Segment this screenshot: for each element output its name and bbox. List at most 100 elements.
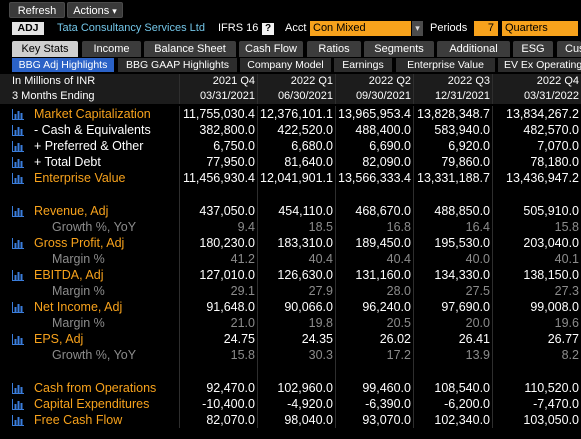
subtab-earnings[interactable]: Earnings (334, 58, 392, 72)
table-row[interactable]: Margin % 21.0 19.8 20.5 20.0 19.6 (0, 315, 581, 332)
column-header-period[interactable]: 2022 Q2 (335, 74, 413, 89)
value-cell: 110,520.0 (492, 379, 581, 396)
table-row[interactable]: Net Income, Adj 91,648.0 90,066.0 96,240.0 9… (0, 299, 581, 316)
acct-select[interactable]: Con Mixed (310, 21, 411, 36)
bar-chart-icon[interactable] (12, 269, 24, 281)
value-cell: 81,640.0 (257, 154, 335, 171)
row-label: Enterprise Value (34, 171, 126, 186)
bar-chart-icon[interactable] (12, 398, 24, 410)
period-type-select[interactable]: Quarters (502, 21, 578, 36)
tab-ratios[interactable]: Ratios (307, 41, 361, 57)
tab-esg[interactable]: ESG (513, 41, 553, 57)
bar-chart-icon[interactable] (12, 173, 24, 185)
row-label-cell (0, 186, 179, 202)
value-cell: 77,950.0 (179, 154, 257, 171)
value-cell: 20.0 (413, 315, 492, 332)
tab-cash-flow[interactable]: Cash Flow (239, 41, 303, 57)
value-cell: 16.4 (413, 218, 492, 235)
acct-dropdown-button[interactable]: ▾ (412, 21, 423, 36)
table-row[interactable]: Capital Expenditures -10,400.0 -4,920.0 -6,… (0, 395, 581, 412)
table-row[interactable]: Margin % 41.2 40.4 40.4 40.0 40.1 (0, 250, 581, 267)
value-cell: 30.3 (257, 347, 335, 364)
row-label: Net Income, Adj (34, 300, 123, 315)
value-cell: 90,066.0 (257, 299, 335, 316)
tab-segments[interactable]: Segments (364, 41, 434, 57)
table-row[interactable]: Gross Profit, Adj 180,230.0 183,310.0 189,4… (0, 234, 581, 251)
row-label: Margin % (52, 251, 105, 266)
table-row[interactable]: Free Cash Flow 82,070.0 98,040.0 93,070.0 10… (0, 411, 581, 428)
column-header-date: 03/31/2022 (492, 89, 581, 104)
table-row[interactable]: + Total Debt 77,950.0 81,640.0 82,090.0 79,8… (0, 154, 581, 171)
refresh-button[interactable]: Refresh (9, 2, 65, 18)
subtab-bbg-gaap-highlights[interactable]: BBG GAAP Highlights (118, 58, 237, 72)
period-basis-label: 3 Months Ending (12, 90, 95, 102)
value-cell: 138,150.0 (492, 266, 581, 284)
subtab-ev-ex-operating[interactable]: EV Ex Operating (498, 58, 581, 72)
value-cell: 16.8 (335, 218, 413, 235)
table-row[interactable]: Cash from Operations 92,470.0 102,960.0 99,… (0, 379, 581, 396)
subtab-enterprise-value[interactable]: Enterprise Value (396, 58, 495, 72)
column-header-date: 03/31/2021 (179, 89, 257, 104)
value-cell: 103,050.0 (492, 411, 581, 428)
value-cell: 82,070.0 (179, 411, 257, 428)
value-cell: 13,828,348.7 (413, 106, 492, 123)
value-cell: 78,180.0 (492, 154, 581, 171)
tab-additional[interactable]: Additional (437, 41, 510, 57)
column-header-period[interactable]: 2022 Q3 (413, 74, 492, 89)
row-label-cell: Market Capitalization (0, 106, 179, 122)
value-cell: 15.8 (179, 347, 257, 364)
bar-chart-icon[interactable] (12, 302, 24, 314)
column-header-period[interactable]: 2022 Q1 (257, 74, 335, 89)
row-label-cell: Margin % (0, 315, 179, 331)
table-row[interactable]: Growth %, YoY 9.4 18.5 16.8 16.4 15.8 (0, 218, 581, 235)
bar-chart-icon[interactable] (12, 414, 24, 426)
bar-chart-icon[interactable] (12, 382, 24, 394)
table-row[interactable]: EBITDA, Adj 127,010.0 126,630.0 131,160.0 13… (0, 266, 581, 284)
value-cell: 6,920.0 (413, 138, 492, 155)
value-cell: 454,110.0 (257, 202, 335, 219)
periods-input[interactable]: 7 (474, 21, 498, 36)
column-header-period[interactable]: 2021 Q4 (179, 74, 257, 89)
bar-chart-icon[interactable] (12, 109, 24, 120)
tab-key-stats[interactable]: Key Stats (12, 41, 78, 57)
value-cell (179, 186, 257, 203)
value-cell: 102,340.0 (413, 411, 492, 428)
table-row[interactable]: Growth %, YoY 15.8 30.3 17.2 13.9 8.2 (0, 347, 581, 364)
table-row[interactable]: Enterprise Value 11,456,930.4 12,041,901.1… (0, 170, 581, 187)
table-row[interactable]: Margin % 29.1 27.9 28.0 27.5 27.3 (0, 283, 581, 300)
bar-chart-icon[interactable] (12, 205, 24, 217)
adjusted-badge[interactable]: ADJ (12, 22, 44, 35)
bar-chart-icon[interactable] (12, 125, 24, 137)
tab-cus[interactable]: Cus (557, 41, 581, 57)
value-cell: 488,400.0 (335, 122, 413, 139)
header-row-periods: In Millions of INR 2021 Q4 2022 Q1 2022 … (0, 74, 581, 89)
value-cell (413, 186, 492, 203)
table-row[interactable]: EPS, Adj 24.75 24.35 26.02 26.41 26.77 (0, 331, 581, 348)
tab-income[interactable]: Income (82, 41, 141, 57)
table-row[interactable]: Market Capitalization 11,755,030.4 12,376,… (0, 106, 581, 123)
table-row[interactable]: Revenue, Adj 437,050.0 454,110.0 468,670.0 4… (0, 202, 581, 219)
acct-select-value: Con Mixed (313, 22, 366, 34)
subtab-bbg-adj-highlights[interactable]: BBG Adj Highlights (12, 58, 114, 72)
spacer-row (0, 186, 581, 203)
row-label: Cash from Operations (34, 380, 157, 395)
toolbar: Refresh Actions ▾ (0, 0, 581, 19)
security-header: ADJ Tata Consultancy Services Ltd IFRS 1… (0, 20, 581, 37)
value-cell: 26.02 (335, 331, 413, 348)
bar-chart-icon[interactable] (12, 334, 24, 346)
bar-chart-icon[interactable] (12, 237, 24, 249)
bar-chart-icon[interactable] (12, 141, 24, 153)
row-label-cell: Margin % (0, 283, 179, 299)
help-button[interactable]: ? (262, 23, 274, 35)
table-row[interactable]: + Preferred & Other 6,750.0 6,680.0 6,690.0… (0, 138, 581, 155)
bar-chart-icon[interactable] (12, 157, 24, 169)
actions-menu-button[interactable]: Actions ▾ (67, 2, 123, 18)
financials-table-body: Market Capitalization 11,755,030.4 12,376,… (0, 106, 581, 428)
subtab-company-model[interactable]: Company Model (240, 58, 331, 72)
table-row[interactable]: - Cash & Equivalents 382,800.0 422,520.0 48… (0, 122, 581, 139)
tab-balance-sheet[interactable]: Balance Sheet (144, 41, 236, 57)
value-cell: 11,456,930.4 (179, 170, 257, 187)
header-row-dates: 3 Months Ending 03/31/2021 06/30/2021 09… (0, 89, 581, 104)
column-header-period[interactable]: 2022 Q4 (492, 74, 581, 89)
value-cell: 131,160.0 (335, 266, 413, 284)
